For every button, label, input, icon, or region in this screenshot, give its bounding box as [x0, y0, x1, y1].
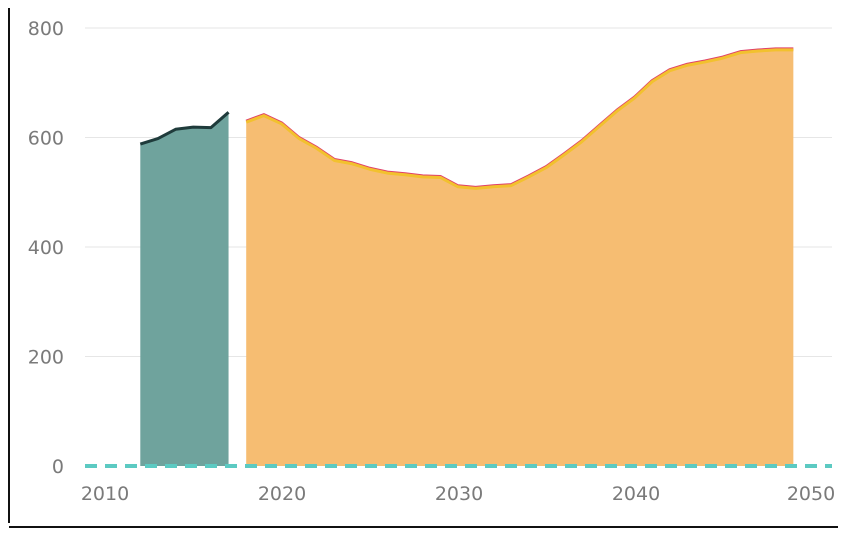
projection-series	[245, 47, 794, 467]
x-tick-label-2030: 2030	[435, 483, 483, 505]
historical-area	[140, 112, 229, 466]
projection-line	[245, 48, 794, 190]
x-tick-label-2010: 2010	[81, 483, 129, 505]
x-tick-labels: 2010 2020 2030 2040 2050	[81, 483, 835, 505]
historical-line	[139, 111, 230, 146]
projection-area	[246, 49, 794, 467]
y-tick-label-0: 0	[52, 456, 64, 478]
x-tick-label-2050: 2050	[787, 483, 835, 505]
y-tick-labels: 800 600 400 200 0	[28, 18, 64, 478]
x-tick-label-2020: 2020	[258, 483, 306, 505]
x-tick-label-2040: 2040	[612, 483, 660, 505]
y-tick-label-400: 400	[28, 237, 64, 259]
y-tick-label-800: 800	[28, 18, 64, 40]
y-tick-label-200: 200	[28, 347, 64, 369]
y-tick-label-600: 600	[28, 128, 64, 150]
historical-series	[139, 111, 230, 466]
